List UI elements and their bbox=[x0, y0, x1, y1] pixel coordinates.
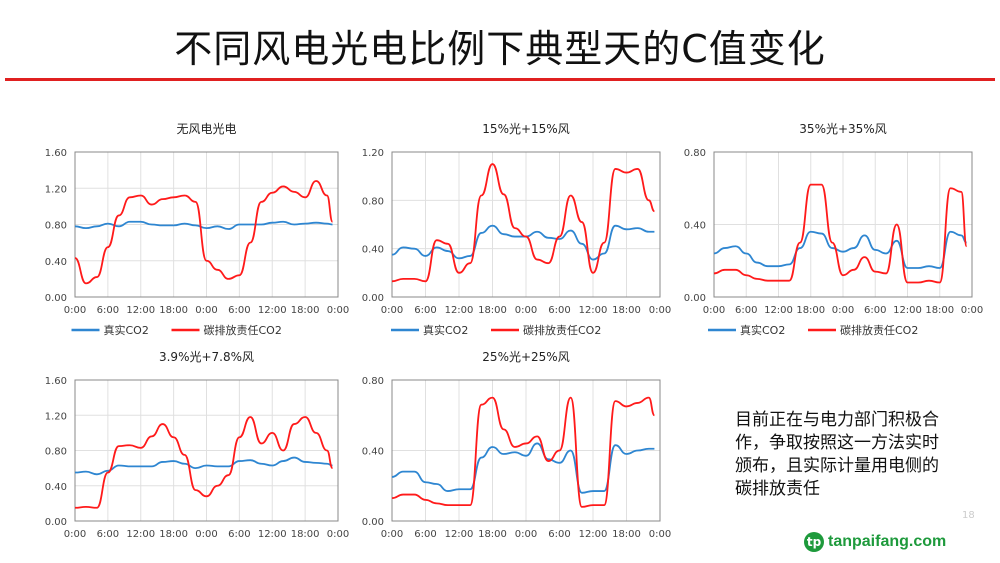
chart-title: 3.9%光+7.8%风 bbox=[159, 350, 254, 364]
x-tick-label: 0:00 bbox=[832, 305, 854, 316]
x-tick-label: 6:00 bbox=[864, 305, 886, 316]
x-tick-label: 6:00 bbox=[414, 529, 436, 540]
legend-label: 碳排放责任CO2 bbox=[523, 323, 601, 337]
y-tick-label: 0.80 bbox=[362, 376, 384, 387]
x-tick-label: 0:00 bbox=[649, 305, 671, 316]
y-tick-label: 0.80 bbox=[45, 447, 67, 458]
plot-frame bbox=[713, 151, 973, 298]
plot-frame bbox=[391, 151, 661, 298]
y-tick-label: 0.40 bbox=[362, 447, 384, 458]
y-tick-label: 0.00 bbox=[45, 517, 67, 528]
logo-text: tanpaifang.com bbox=[828, 533, 947, 550]
chart-title: 35%光+35%风 bbox=[799, 122, 886, 136]
y-tick-label: 0.40 bbox=[684, 221, 706, 232]
y-tick-label: 1.20 bbox=[362, 148, 384, 159]
x-tick-label: 6:00 bbox=[97, 305, 119, 316]
site-logo: tp tanpaifang.com bbox=[804, 532, 946, 552]
legend-label: 碳排放责任CO2 bbox=[204, 323, 282, 337]
y-tick-label: 0.00 bbox=[45, 293, 67, 304]
x-tick-label: 12:00 bbox=[126, 305, 155, 316]
y-tick-label: 0.80 bbox=[45, 221, 67, 232]
y-tick-label: 1.20 bbox=[45, 411, 67, 422]
series-line-responsibility-co2 bbox=[391, 396, 656, 508]
y-tick-label: 1.20 bbox=[45, 184, 67, 195]
y-tick-label: 1.60 bbox=[45, 376, 67, 387]
x-tick-label: 12:00 bbox=[258, 529, 287, 540]
series-line-responsibility-co2 bbox=[74, 416, 334, 509]
x-tick-label: 0:00 bbox=[381, 305, 403, 316]
x-tick-label: 0:00 bbox=[64, 529, 86, 540]
legend-label: 真实CO2 bbox=[423, 323, 468, 337]
x-tick-label: 18:00 bbox=[612, 529, 641, 540]
x-tick-label: 12:00 bbox=[258, 305, 287, 316]
logo-icon: tp bbox=[804, 532, 824, 552]
x-tick-label: 6:00 bbox=[228, 305, 250, 316]
x-tick-label: 6:00 bbox=[97, 529, 119, 540]
legend-label: 真实CO2 bbox=[104, 323, 149, 337]
x-tick-label: 0:00 bbox=[327, 305, 349, 316]
x-tick-label: 0:00 bbox=[703, 305, 725, 316]
legend-label: 碳排放责任CO2 bbox=[840, 323, 918, 337]
x-tick-label: 12:00 bbox=[445, 529, 474, 540]
x-tick-label: 0:00 bbox=[64, 305, 86, 316]
x-tick-label: 12:00 bbox=[126, 529, 155, 540]
x-tick-label: 0:00 bbox=[327, 529, 349, 540]
title-divider bbox=[5, 78, 995, 81]
x-tick-label: 18:00 bbox=[925, 305, 954, 316]
page-number: 18 bbox=[962, 510, 975, 521]
slide-title: 不同风电光电比例下典型天的C值变化 bbox=[174, 27, 826, 71]
legend-label: 真实CO2 bbox=[740, 323, 785, 337]
x-tick-label: 6:00 bbox=[548, 529, 570, 540]
x-tick-label: 18:00 bbox=[159, 529, 188, 540]
x-tick-label: 12:00 bbox=[764, 305, 793, 316]
x-tick-label: 18:00 bbox=[478, 529, 507, 540]
x-tick-label: 18:00 bbox=[159, 305, 188, 316]
x-tick-label: 6:00 bbox=[414, 305, 436, 316]
y-tick-label: 0.00 bbox=[684, 293, 706, 304]
y-tick-label: 0.80 bbox=[684, 148, 706, 159]
y-tick-label: 0.40 bbox=[362, 245, 384, 256]
y-tick-label: 0.00 bbox=[362, 293, 384, 304]
x-tick-label: 0:00 bbox=[515, 305, 537, 316]
x-tick-label: 18:00 bbox=[478, 305, 507, 316]
x-tick-label: 12:00 bbox=[579, 529, 608, 540]
series-line-responsibility-co2 bbox=[74, 180, 334, 285]
plot-frame bbox=[74, 151, 339, 298]
x-tick-label: 0:00 bbox=[961, 305, 983, 316]
y-tick-label: 1.60 bbox=[45, 148, 67, 159]
x-tick-label: 18:00 bbox=[796, 305, 825, 316]
note-text: 目前正在与电力部门积极合作，争取按照这一方法实时颁布，且实际计量用电侧的碳排放责… bbox=[735, 410, 939, 499]
plot-frame bbox=[391, 379, 661, 522]
y-tick-label: 0.80 bbox=[362, 196, 384, 207]
x-tick-label: 6:00 bbox=[228, 529, 250, 540]
x-tick-label: 12:00 bbox=[893, 305, 922, 316]
series-line-responsibility-co2 bbox=[391, 163, 655, 283]
plot-frame bbox=[74, 379, 339, 522]
x-tick-label: 12:00 bbox=[445, 305, 474, 316]
x-tick-label: 0:00 bbox=[195, 529, 217, 540]
x-tick-label: 18:00 bbox=[291, 305, 320, 316]
x-tick-label: 6:00 bbox=[735, 305, 757, 316]
x-tick-label: 0:00 bbox=[195, 305, 217, 316]
x-tick-label: 0:00 bbox=[381, 529, 403, 540]
x-tick-label: 18:00 bbox=[291, 529, 320, 540]
y-tick-label: 0.00 bbox=[362, 517, 384, 528]
y-tick-label: 0.40 bbox=[45, 482, 67, 493]
y-tick-label: 0.40 bbox=[45, 257, 67, 268]
series-line-responsibility-co2 bbox=[713, 183, 968, 284]
chart-title: 15%光+15%风 bbox=[482, 122, 569, 136]
x-tick-label: 6:00 bbox=[548, 305, 570, 316]
x-tick-label: 12:00 bbox=[579, 305, 608, 316]
x-tick-label: 0:00 bbox=[515, 529, 537, 540]
chart-title: 无风电光电 bbox=[176, 122, 236, 136]
x-tick-label: 18:00 bbox=[612, 305, 641, 316]
series-line-real-co2 bbox=[713, 230, 967, 269]
chart-title: 25%光+25%风 bbox=[482, 350, 569, 364]
x-tick-label: 0:00 bbox=[649, 529, 671, 540]
